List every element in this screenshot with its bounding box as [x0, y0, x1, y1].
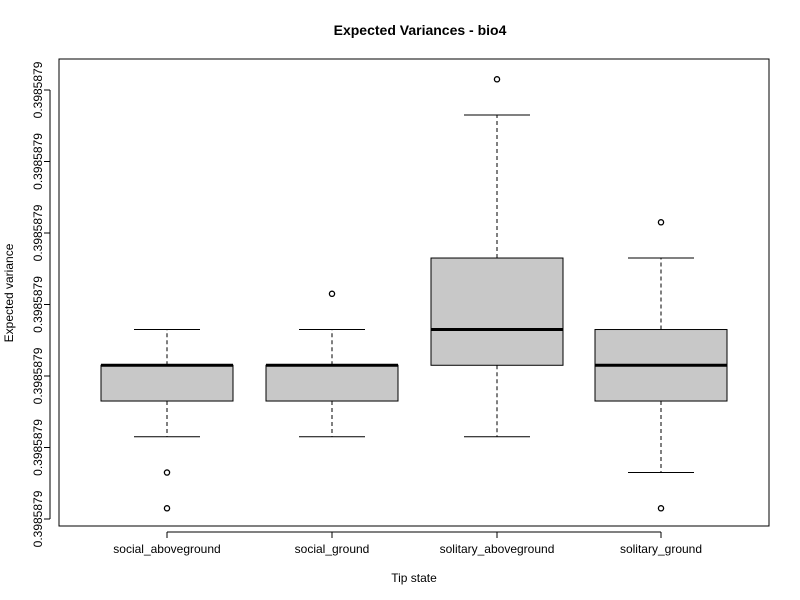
box-solitary_aboveground: [430, 76, 564, 438]
chart-title: Expected Variances - bio4: [334, 22, 507, 38]
outlier-point: [657, 505, 665, 512]
y-tick-label: 0.3985879: [31, 204, 45, 261]
x-tick-label: solitary_aboveground: [440, 542, 555, 556]
plot-frame: [58, 58, 770, 527]
outlier-point: [163, 505, 171, 512]
iqr-box: [430, 257, 564, 366]
x-tick-label: social_aboveground: [113, 542, 220, 556]
boxes-group: [100, 76, 728, 512]
x-tick-label: social_ground: [295, 542, 370, 556]
x-tick-label: solitary_ground: [620, 542, 702, 556]
y-tick-label: 0.3985879: [31, 276, 45, 333]
outlier-point: [328, 290, 336, 298]
outlier-point: [163, 469, 171, 476]
y-tick-label: 0.3985879: [31, 347, 45, 404]
box-solitary_ground: [594, 219, 728, 512]
y-tick-label: 0.3985879: [31, 133, 45, 190]
y-tick-label: 0.3985879: [31, 61, 45, 118]
y-tick-label: 0.3985879: [31, 419, 45, 476]
iqr-box: [100, 364, 234, 402]
box-social_ground: [265, 290, 399, 438]
y-axis-label: Expected variance: [2, 243, 16, 342]
y-axis: 0.3985879 0.3985879 0.3985879 0.3985879 0.39…: [31, 61, 51, 547]
x-axis: social_aboveground social_ground solitary_…: [113, 531, 702, 556]
iqr-box: [265, 364, 399, 402]
box-social_aboveground: [100, 329, 234, 512]
y-tick-label: 0.3985879: [31, 490, 45, 547]
outlier-point: [657, 219, 665, 226]
x-axis-label: Tip state: [391, 571, 437, 585]
outlier-point: [493, 76, 501, 83]
